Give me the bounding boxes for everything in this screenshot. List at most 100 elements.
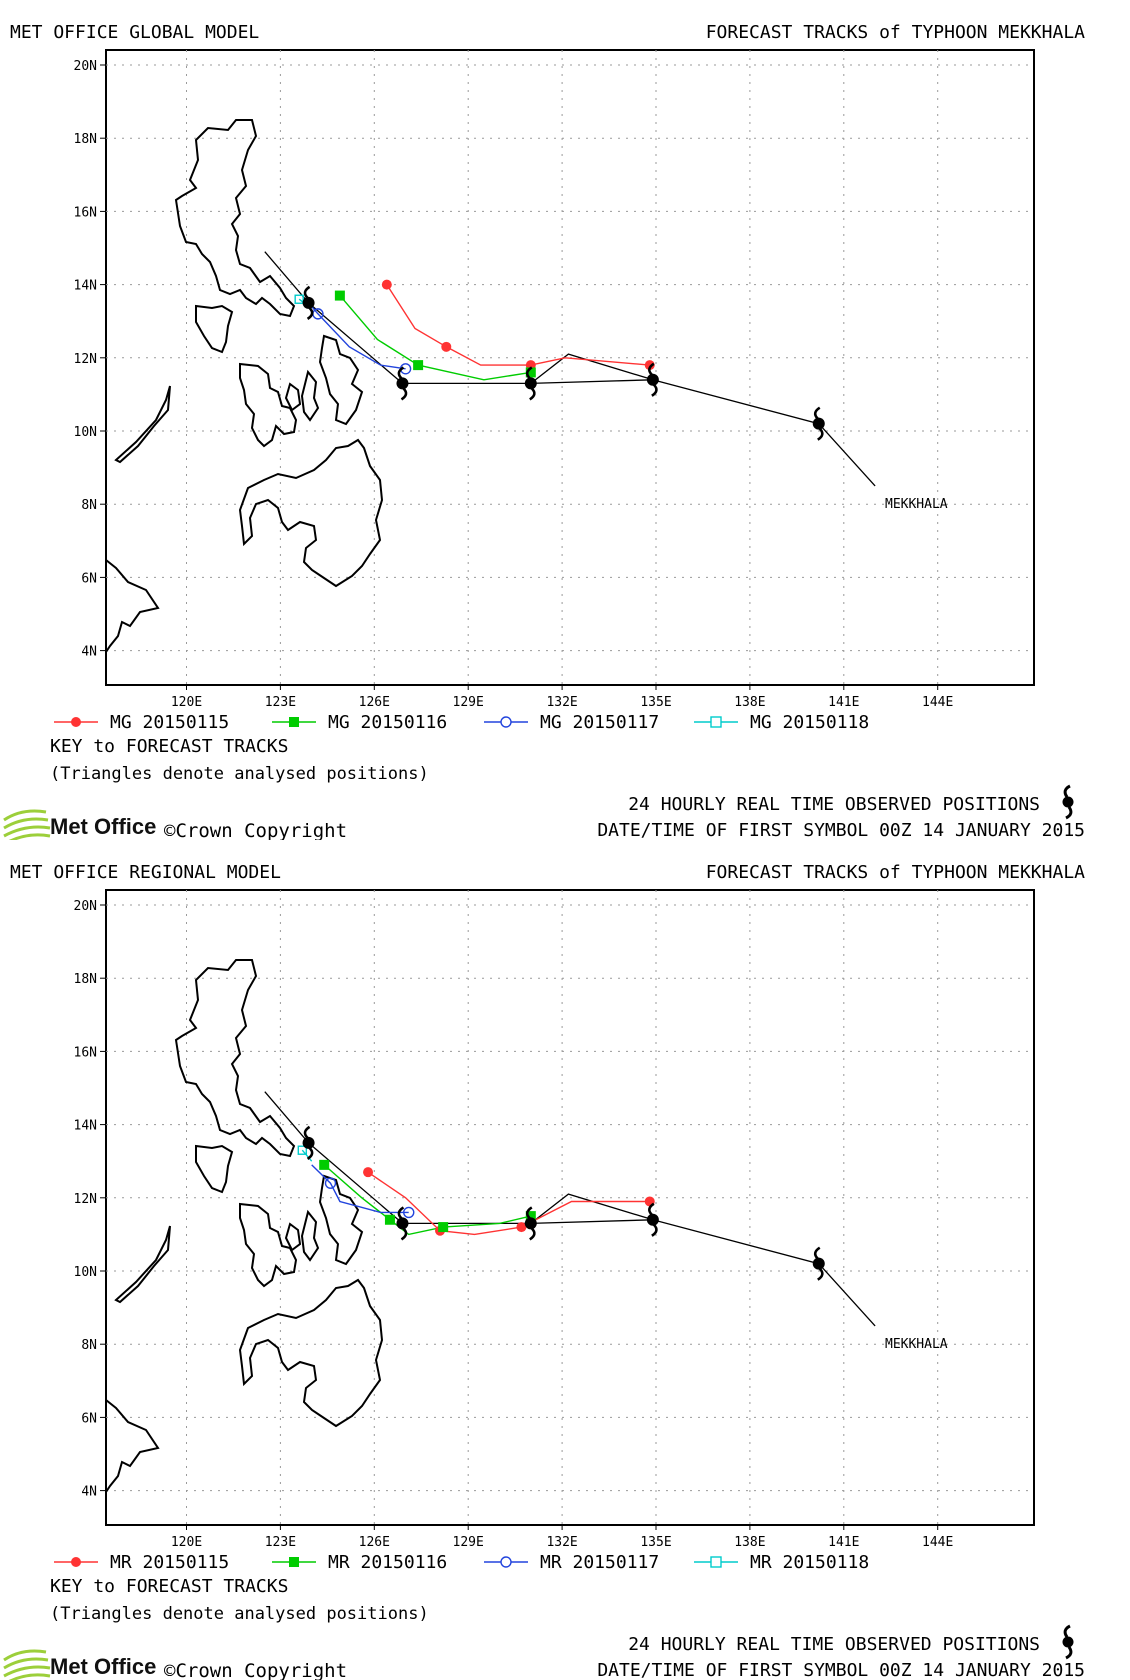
legend-item: MR 20150116 [272,1552,447,1573]
forecast-track-0115 [386,284,650,366]
lat-tick-label: 14N [74,1119,97,1134]
lat-tick-label: 8N [81,498,97,513]
borneo-coastline [105,559,160,653]
legend-label: MR 20150117 [540,1552,659,1573]
lat-tick-label: 18N [74,972,97,987]
track-point [525,1211,536,1222]
forecast-track-0116 [323,1164,531,1236]
track-point [644,360,655,371]
track-point [297,1145,308,1155]
forecast-track-0115 [367,1171,650,1236]
mindoro-coastline [195,304,234,354]
lon-tick-label: 141E [828,695,859,710]
copyright-text: ©Crown Copyright [164,820,347,840]
lon-tick-label: 141E [828,1535,859,1550]
met-office-logo: Met Office [3,809,156,840]
observed-typhoon-icon [812,1246,825,1281]
lat-tick-label: 20N [74,899,97,914]
lat-tick-label: 8N [81,1338,97,1353]
borneo-coastline [105,1399,160,1493]
lon-tick-label: 135E [640,695,671,710]
legend-label: MR 20150116 [328,1552,447,1573]
lat-tick-label: 12N [74,352,97,367]
lon-tick-label: 126E [359,695,390,710]
lon-tick-label: 138E [734,1535,765,1550]
model-title: MET OFFICE REGIONAL MODEL [10,862,281,883]
graticule [100,890,1034,1530]
track-point [324,1177,337,1189]
bohol-coastline [284,1222,302,1252]
mindanao-coastline [238,1278,384,1428]
track-layer [264,251,876,487]
key-title: KEY to FORECAST TRACKS [50,736,288,757]
track-point [516,1222,527,1233]
map-frame: 20N 18N 16N 14N 12N 10N 8N 6N 4N 120E 123E 126E 129… [74,889,1035,1550]
legend: MG 20150115 MG 20150116 MG 20150117 MG 2015… [54,712,869,733]
met-office-logo: Met Office [3,1649,156,1680]
lon-tick-label: 120E [171,695,202,710]
map-frame: 20N 18N 16N 14N 12N 10N 8N 6N 4N 120E 123E 126E 129… [74,49,1035,710]
observed-typhoon-icon [646,362,659,397]
observed-positions-note: 24 HOURLY REAL TIME OBSERVED POSITIONS [628,1634,1040,1655]
observed-typhoon-icon [396,1206,409,1241]
key-note: (Triangles denote analysed positions) [50,1604,429,1624]
visayas-coastline [239,1202,298,1288]
longitude-labels: 120E 123E 126E 129E 132E 135E 138E 141E 144E [171,695,954,710]
mindoro-coastline [195,1144,234,1194]
track-point [413,360,424,371]
copyright-text: ©Crown Copyright [164,1660,347,1680]
legend-item: MG 20150117 [484,712,659,733]
legend-label: MG 20150115 [110,712,229,733]
forecast-track-0118 [301,1149,313,1162]
lon-tick-label: 123E [265,695,296,710]
observed-typhoon-icon [812,406,825,441]
storm-name-label: MEKKHALA [885,1337,948,1352]
observed-typhoon-icon [302,285,315,321]
legend-label: MR 20150118 [750,1552,869,1573]
logo-wordmark: Met Office [50,1654,156,1679]
logo-swoosh-icon [3,1649,51,1680]
forecast-track-0117 [304,298,406,370]
legend: MR 20150115 MR 20150116 MR 20150117 MR 2015… [54,1552,869,1573]
track-point [441,341,452,352]
legend-label: MG 20150117 [540,712,659,733]
lon-tick-label: 132E [546,1535,577,1550]
lon-tick-label: 129E [453,695,484,710]
observed-typhoon-icon [524,1206,537,1241]
legend-label: MG 20150116 [328,712,447,733]
track-point [381,279,392,290]
legend-item: MR 20150118 [694,1552,869,1573]
observed-typhoon-icon [396,366,409,401]
track-point [294,294,304,304]
lat-tick-label: 10N [74,1265,97,1280]
lon-tick-label: 135E [640,1535,671,1550]
lon-tick-label: 129E [453,1535,484,1550]
longitude-labels: 120E 123E 126E 129E 132E 135E 138E 141E 144E [171,1535,954,1550]
lon-tick-label: 144E [922,1535,953,1550]
track-point [384,1214,395,1225]
latitude-labels: 20N 18N 16N 14N 12N 10N 8N 6N 4N [74,59,97,660]
visayas-coastline [239,362,298,448]
latitude-labels: 20N 18N 16N 14N 12N 10N 8N 6N 4N [74,899,97,1500]
typhoon-symbol-icon [1062,1624,1074,1660]
panel-svg: MET OFFICE GLOBAL MODEL FORECAST TRACKS … [3,22,1085,840]
lat-tick-label: 4N [81,645,97,660]
coastlines [105,119,384,653]
observed-track-branch [530,353,654,384]
legend-item: MR 20150117 [484,1552,659,1573]
observed-typhoon-icon [524,366,537,401]
leyte-coastline [300,369,320,422]
legend-item: MG 20150118 [694,712,869,733]
lat-tick-label: 16N [74,1045,97,1060]
legend-label: MG 20150118 [750,712,869,733]
observed-typhoon-icon [302,1125,315,1161]
luzon-coastline [174,959,296,1158]
lon-tick-label: 120E [171,1535,202,1550]
lat-tick-label: 20N [74,59,97,74]
palawan-coastline [114,1225,171,1304]
samar-coastline [318,334,364,426]
map-border [105,49,1035,686]
forecast-title: FORECAST TRACKS of TYPHOON MEKKHALA [706,22,1085,43]
lon-tick-label: 132E [546,695,577,710]
storm-name-label: MEKKHALA [885,497,948,512]
